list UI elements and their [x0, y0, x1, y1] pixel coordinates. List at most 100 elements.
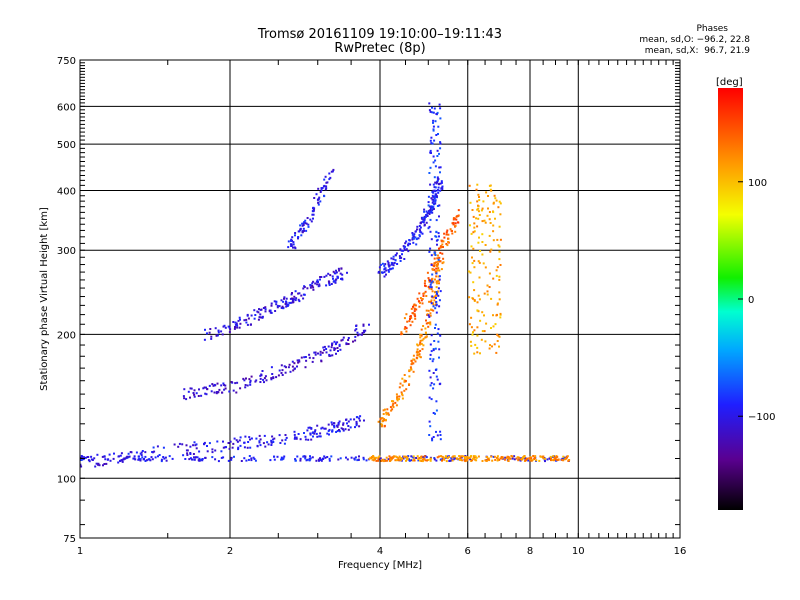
data-point	[424, 284, 426, 287]
data-point	[349, 426, 352, 429]
data-point	[492, 314, 494, 317]
data-point	[441, 252, 444, 255]
data-point	[412, 305, 414, 308]
data-point	[198, 457, 201, 460]
data-point	[271, 373, 274, 375]
y-tick-label: 400	[57, 186, 76, 197]
data-point	[289, 301, 292, 304]
data-point	[438, 215, 440, 218]
data-point	[284, 434, 287, 436]
data-point	[400, 249, 403, 252]
data-point	[428, 225, 431, 228]
data-point	[412, 241, 415, 244]
data-point	[278, 369, 281, 372]
data-point	[473, 226, 476, 229]
data-point	[438, 305, 441, 308]
data-point	[429, 183, 432, 186]
data-point	[486, 214, 489, 217]
data-point	[492, 455, 495, 458]
data-point	[234, 321, 237, 324]
data-point	[527, 459, 530, 462]
data-point	[204, 392, 207, 395]
data-point	[210, 390, 213, 393]
data-point	[480, 209, 483, 212]
data-point	[220, 384, 223, 387]
data-point	[438, 278, 441, 281]
data-point	[284, 371, 287, 374]
data-point	[432, 305, 435, 308]
data-point	[478, 298, 481, 301]
data-point	[225, 446, 227, 449]
phase-stats-x: mean, sd,X: 96.7, 21.9	[644, 46, 750, 56]
data-point	[438, 247, 440, 250]
data-point	[479, 352, 481, 355]
data-point	[389, 456, 392, 459]
data-point	[398, 386, 401, 389]
data-point	[137, 458, 140, 461]
data-point	[432, 208, 435, 210]
data-point	[243, 446, 246, 449]
data-point	[210, 337, 213, 340]
data-point	[396, 397, 399, 400]
data-point	[245, 318, 248, 321]
data-point	[435, 235, 438, 238]
data-point	[258, 441, 261, 444]
data-point	[383, 275, 386, 278]
data-point	[439, 171, 441, 174]
data-point	[420, 459, 423, 462]
data-point	[391, 262, 394, 265]
data-point	[215, 392, 218, 395]
data-point	[438, 299, 441, 302]
data-point	[397, 457, 400, 460]
data-point	[260, 373, 263, 376]
data-point	[327, 423, 330, 426]
data-point	[185, 444, 188, 447]
data-point	[168, 455, 171, 458]
data-point	[331, 354, 334, 357]
data-point	[418, 300, 421, 303]
data-point	[205, 393, 208, 396]
data-point	[338, 420, 341, 423]
data-point	[239, 322, 242, 325]
data-point	[368, 323, 370, 326]
data-point	[270, 444, 273, 446]
data-point	[238, 316, 241, 319]
data-point	[356, 416, 359, 419]
data-point	[392, 406, 395, 409]
data-point	[144, 451, 147, 454]
data-point	[428, 109, 431, 112]
data-point	[488, 234, 491, 237]
data-point	[302, 455, 305, 458]
data-point	[437, 191, 440, 194]
data-point	[141, 456, 144, 459]
data-point	[492, 224, 495, 227]
data-point	[429, 209, 432, 212]
data-point	[430, 300, 432, 303]
y-tick-label: 200	[57, 330, 76, 341]
data-point	[477, 455, 480, 458]
data-point	[406, 457, 409, 460]
data-point	[259, 381, 262, 383]
data-point	[318, 196, 321, 199]
data-point	[291, 236, 294, 239]
data-point	[420, 299, 423, 302]
data-point	[332, 277, 334, 280]
data-point	[328, 284, 331, 286]
data-point	[436, 149, 439, 152]
data-point	[224, 384, 227, 387]
data-point	[380, 425, 383, 428]
data-point	[454, 457, 457, 460]
data-point	[432, 309, 435, 312]
data-point	[403, 317, 406, 320]
data-point	[84, 456, 87, 459]
data-point	[258, 308, 260, 311]
data-point	[105, 462, 108, 465]
data-point	[494, 217, 496, 220]
data-point	[87, 459, 90, 462]
data-point	[273, 300, 276, 303]
data-point	[418, 343, 421, 346]
data-point	[315, 280, 318, 283]
data-point	[193, 393, 196, 396]
data-point	[523, 455, 526, 458]
data-point	[449, 459, 452, 462]
